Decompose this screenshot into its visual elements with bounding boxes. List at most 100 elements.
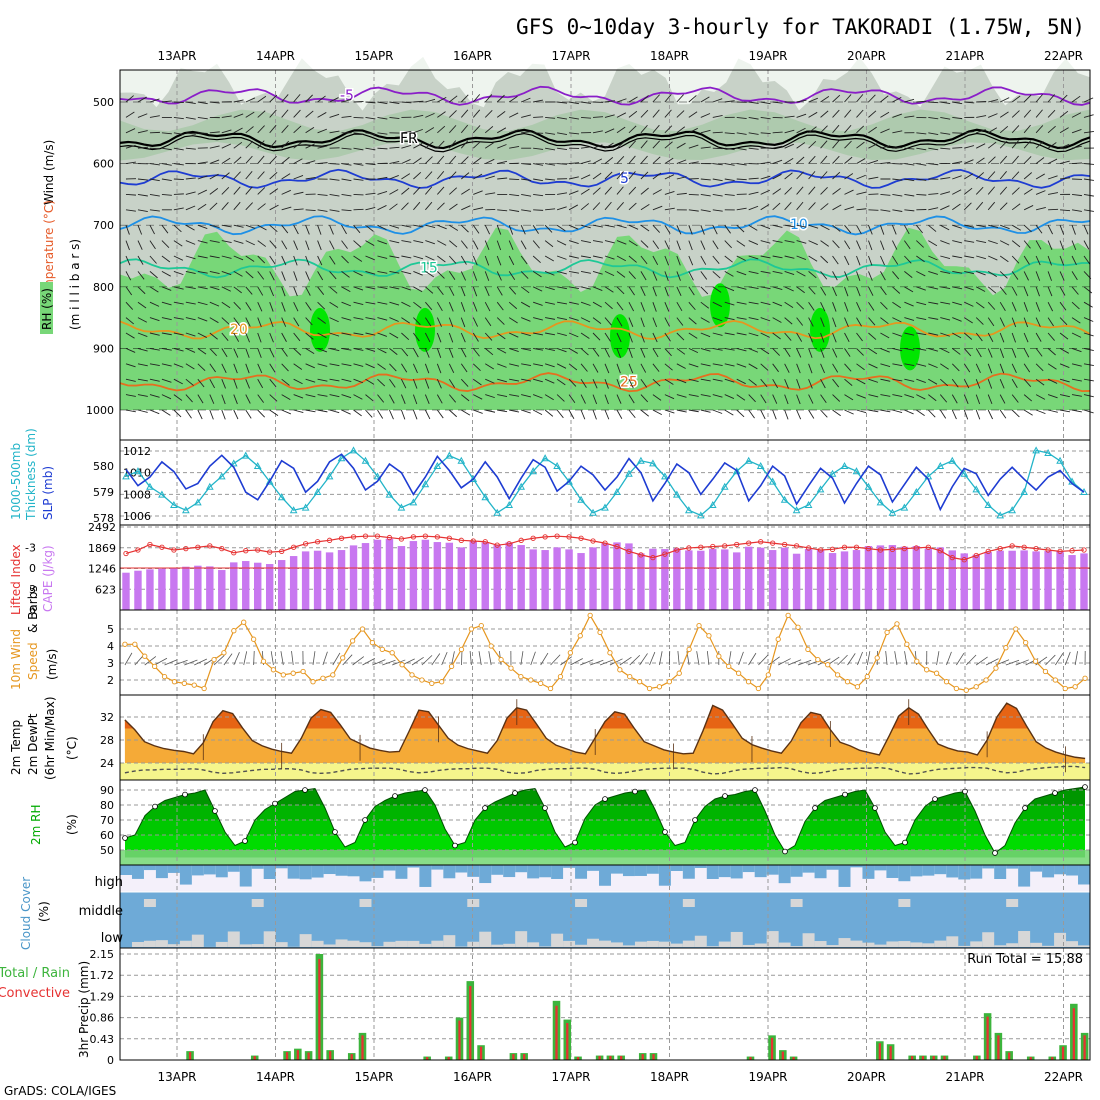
wind-barb — [137, 178, 148, 181]
wind-barb — [209, 173, 219, 180]
wind10-point — [142, 653, 148, 659]
wind-barb — [257, 271, 265, 280]
wind-barb — [137, 332, 148, 337]
wind-barb — [329, 225, 334, 235]
wind-barb — [484, 301, 491, 312]
wind-barb — [628, 301, 635, 312]
wind-barb — [880, 193, 891, 196]
li-point — [817, 547, 824, 553]
cloud-high-bar — [575, 865, 588, 879]
wind-barb — [724, 100, 735, 103]
cape-bar — [733, 552, 741, 610]
wind-barb — [269, 286, 275, 297]
wind-barb — [1059, 378, 1070, 383]
wind-barb — [1083, 378, 1094, 382]
wind-barb — [389, 240, 400, 244]
cloud-low-bar — [622, 945, 635, 947]
wind-barb — [532, 271, 542, 278]
wind-barb — [569, 116, 580, 120]
wind-barb — [1071, 145, 1082, 149]
wind-barb — [928, 207, 939, 211]
wind10-barb — [124, 652, 133, 666]
wind-barb — [508, 317, 518, 324]
wind-barb — [569, 132, 580, 135]
wind-barb — [868, 209, 879, 211]
wind-barb — [987, 186, 996, 195]
cape-bar — [768, 550, 777, 610]
thickness-point — [289, 506, 298, 514]
cape-y-tick: 623 — [95, 583, 116, 596]
wind-barb — [1059, 271, 1065, 281]
wind-barb — [676, 192, 687, 195]
wind-barb — [640, 224, 650, 232]
wind-barb — [209, 409, 214, 420]
li-point — [913, 545, 920, 551]
wind-barb — [305, 363, 315, 369]
wind-barb — [904, 286, 914, 293]
thickness-point — [158, 490, 166, 498]
wind-barb — [808, 409, 815, 419]
thickness-point — [696, 511, 705, 519]
wind-barb — [640, 187, 649, 195]
wind-barb — [1000, 224, 1010, 230]
wind-barb — [557, 301, 568, 305]
li-line — [125, 535, 1085, 561]
wind-barb — [209, 224, 220, 228]
wind-barb — [401, 144, 412, 149]
wind-barb — [317, 347, 328, 353]
wind-barb — [592, 286, 603, 291]
wind-barb — [1083, 178, 1094, 181]
wind-barb — [796, 332, 803, 342]
wind-barb — [185, 286, 196, 290]
wind-barb — [485, 363, 495, 370]
wind-barb — [1072, 162, 1083, 165]
wind-barb — [281, 271, 286, 281]
li-point — [1045, 547, 1051, 553]
li-point — [853, 544, 860, 550]
wind-barb — [245, 379, 250, 389]
wind-barb — [401, 348, 409, 357]
thickness-point — [529, 467, 537, 475]
wind-barb — [1011, 348, 1017, 358]
wind10-point — [815, 656, 821, 663]
cloud-high-bar — [347, 865, 360, 877]
wind-barb — [796, 186, 804, 195]
wind-barb — [892, 347, 903, 352]
wind10-barb — [570, 658, 583, 666]
wind-barb — [1071, 129, 1082, 134]
wind-barb — [964, 240, 975, 243]
wind-barb — [281, 206, 292, 211]
cloud-low-bar — [1078, 945, 1090, 947]
wind-barb — [484, 94, 493, 103]
cape-bar — [361, 543, 370, 610]
wind-barb — [233, 317, 241, 326]
wind10-label-3: & Barbs — [26, 585, 40, 633]
wind-barb — [281, 286, 286, 297]
wind10-point — [567, 650, 574, 656]
wind-barb — [796, 286, 805, 294]
date-top-label: 13APR — [157, 49, 196, 63]
wind-barb — [988, 113, 998, 118]
wind-barb — [496, 286, 503, 296]
wind-barb — [269, 188, 279, 195]
wind-barb — [377, 205, 387, 211]
wind-barb — [1023, 255, 1030, 265]
thickness-point — [756, 461, 765, 469]
wind10-barb — [332, 652, 341, 666]
wind-barb — [760, 255, 771, 259]
wind-barb — [987, 286, 997, 294]
wind-barb — [424, 394, 430, 405]
wind-barb — [688, 111, 698, 118]
li-point — [698, 544, 704, 550]
thickness-point — [493, 508, 502, 516]
wind10-barb — [857, 651, 863, 666]
wind-barb — [377, 116, 388, 120]
wind-barb — [341, 363, 352, 367]
wind-barb — [497, 209, 508, 212]
wind-barb — [712, 178, 723, 182]
wind-barb — [808, 202, 816, 211]
upper-label-mb: (m i l l i b a r s) — [68, 239, 82, 330]
wind-barb — [999, 348, 1005, 358]
wind-barb — [940, 301, 951, 305]
